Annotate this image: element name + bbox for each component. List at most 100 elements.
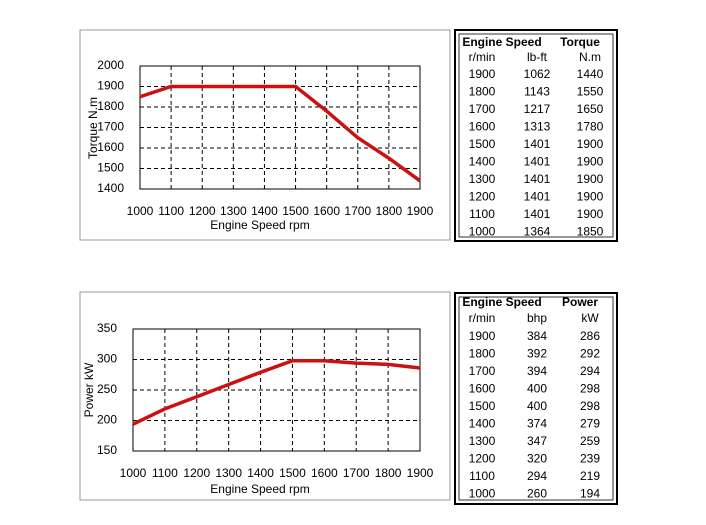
y-tick-label: 1800 xyxy=(97,99,124,113)
table-border xyxy=(454,29,618,242)
table-cell: 1650 xyxy=(577,102,604,116)
x-tick-label: 1500 xyxy=(282,204,309,218)
table-inner-border xyxy=(458,33,614,238)
table-cell: 219 xyxy=(580,469,600,483)
table-cell: 1800 xyxy=(469,85,496,99)
y-axis-label: Torque N.m xyxy=(86,97,100,159)
x-tick-label: 1800 xyxy=(375,466,402,480)
x-tick-label: 1600 xyxy=(311,466,338,480)
table-cell: 294 xyxy=(580,364,600,378)
y-tick-label: 1700 xyxy=(97,120,124,134)
table-cell: 1143 xyxy=(524,85,550,99)
table-cell: 1550 xyxy=(577,85,604,99)
y-tick-label: 1900 xyxy=(97,79,124,93)
table-cell: 1217 xyxy=(524,102,551,116)
table-cell: 1900 xyxy=(577,155,604,169)
table-cell: 292 xyxy=(580,347,600,361)
table-header: Engine Speed xyxy=(462,35,541,49)
table-unit: lb-ft xyxy=(527,50,548,64)
y-tick-label: 350 xyxy=(97,321,117,335)
x-tick-label: 1100 xyxy=(152,466,178,480)
table-cell: 260 xyxy=(527,487,547,501)
table-cell: 1300 xyxy=(469,434,496,448)
table-unit: r/min xyxy=(469,311,496,325)
x-tick-label: 1900 xyxy=(407,204,434,218)
y-tick-label: 1500 xyxy=(97,161,124,175)
table-title: Power xyxy=(562,295,598,309)
table-cell: 1400 xyxy=(469,417,496,431)
x-axis-label: Engine Speed rpm xyxy=(210,482,309,496)
table-cell: 1062 xyxy=(524,67,551,81)
x-tick-label: 1200 xyxy=(183,466,210,480)
table-cell: 1200 xyxy=(469,190,496,204)
table-title: Torque xyxy=(560,35,600,49)
table-cell: 1600 xyxy=(469,382,496,396)
table-cell: 1900 xyxy=(577,137,604,151)
table-cell: 1313 xyxy=(524,120,551,134)
x-tick-label: 1400 xyxy=(247,466,274,480)
table-cell: 1850 xyxy=(577,225,604,239)
x-tick-label: 1300 xyxy=(215,466,242,480)
y-tick-label: 200 xyxy=(97,413,117,427)
table-header: Engine Speed xyxy=(462,295,541,309)
table-cell: 1000 xyxy=(469,487,496,501)
table-cell: 394 xyxy=(527,364,547,378)
table-cell: 298 xyxy=(580,382,600,396)
plot-border xyxy=(132,328,421,452)
x-tick-label: 1100 xyxy=(158,204,184,218)
table-cell: 239 xyxy=(580,452,600,466)
data-line xyxy=(132,358,421,426)
x-tick-label: 1600 xyxy=(313,204,340,218)
table-cell: 1900 xyxy=(469,329,496,343)
table-cell: 1401 xyxy=(524,207,551,221)
table-cell: 1401 xyxy=(524,137,551,151)
table-cell: 1500 xyxy=(469,399,496,413)
table-cell: 400 xyxy=(527,382,547,396)
table-cell: 1100 xyxy=(469,207,495,221)
table-unit: bhp xyxy=(527,311,547,325)
x-tick-label: 1300 xyxy=(220,204,247,218)
x-tick-label: 1900 xyxy=(407,466,434,480)
table-cell: 1100 xyxy=(469,469,495,483)
table-cell: 384 xyxy=(527,329,547,343)
table-cell: 1300 xyxy=(469,172,496,186)
x-tick-label: 1800 xyxy=(376,204,403,218)
x-tick-label: 1500 xyxy=(279,466,306,480)
table-cell: 1401 xyxy=(524,172,551,186)
table-cell: 1364 xyxy=(524,225,551,239)
x-tick-label: 1400 xyxy=(251,204,278,218)
table-cell: 400 xyxy=(527,399,547,413)
table-cell: 1900 xyxy=(577,190,604,204)
table-unit: kW xyxy=(581,311,599,325)
table-cell: 1401 xyxy=(524,190,551,204)
table-cell: 1700 xyxy=(469,364,496,378)
x-tick-label: 1000 xyxy=(127,204,154,218)
data-line xyxy=(139,84,422,183)
table-cell: 1800 xyxy=(469,347,496,361)
x-tick-label: 1700 xyxy=(344,204,371,218)
y-tick-label: 1400 xyxy=(97,181,124,195)
y-tick-label: 300 xyxy=(97,352,117,366)
table-cell: 1900 xyxy=(577,172,604,186)
table-inner-border xyxy=(458,296,614,501)
table-cell: 1600 xyxy=(469,120,496,134)
x-axis-label: Engine Speed rpm xyxy=(210,218,309,232)
table-cell: 298 xyxy=(580,399,600,413)
table-cell: 374 xyxy=(527,417,547,431)
x-tick-label: 1700 xyxy=(343,466,370,480)
table-cell: 347 xyxy=(527,434,547,448)
table-cell: 294 xyxy=(527,469,547,483)
table-cell: 392 xyxy=(527,347,547,361)
table-cell: 320 xyxy=(527,452,547,466)
table-cell: 1780 xyxy=(577,120,604,134)
table-unit: r/min xyxy=(469,50,496,64)
table-cell: 1000 xyxy=(469,225,496,239)
table-cell: 286 xyxy=(580,329,600,343)
table-border xyxy=(454,292,618,505)
table-unit: N.m xyxy=(579,50,601,64)
plot-border xyxy=(139,65,421,190)
table-cell: 1401 xyxy=(524,155,551,169)
chart-frame xyxy=(79,29,451,241)
table-cell: 1900 xyxy=(469,67,496,81)
